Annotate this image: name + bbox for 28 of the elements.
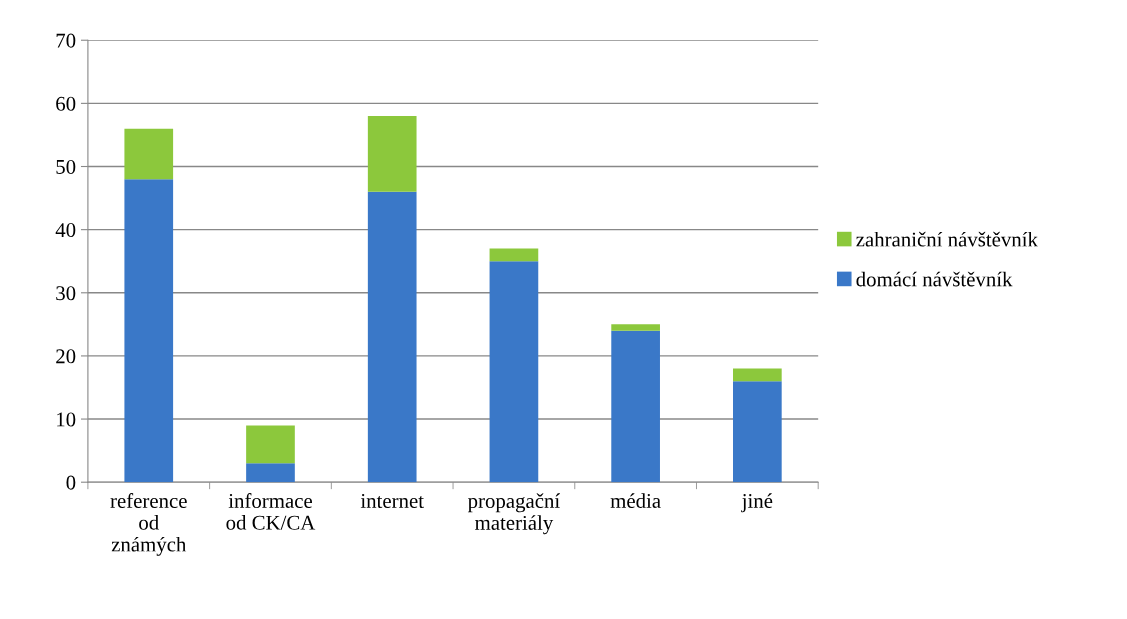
y-tick-label: 40 <box>55 223 76 238</box>
y-tick-label: 0 <box>66 475 76 490</box>
y-tick-label: 30 <box>56 286 76 301</box>
bar <box>611 330 660 483</box>
x-tick-label: internet <box>360 493 424 508</box>
y-tick-label: 10 <box>57 412 76 427</box>
x-tick-label: média <box>610 493 661 508</box>
bar <box>124 128 174 180</box>
y-tick-label: 20 <box>56 349 76 364</box>
x-tick-label: reference od známých <box>110 493 187 556</box>
x-tick-label: informace od CK/CA <box>226 493 316 530</box>
bar <box>124 179 174 483</box>
legend-label: zahraniční návštěvník <box>856 231 1038 247</box>
y-tick-label: 60 <box>56 96 76 111</box>
y-tick-label: 50 <box>56 159 76 174</box>
bar <box>733 368 782 382</box>
x-tick-label: propagační materiály <box>467 493 560 535</box>
bar <box>246 425 295 464</box>
bar <box>611 324 660 331</box>
bar <box>367 191 417 483</box>
bar <box>489 248 539 262</box>
x-tick-label: jiné <box>741 493 773 513</box>
bar <box>489 261 539 483</box>
y-tick-label: 70 <box>56 33 76 48</box>
bar <box>367 116 417 192</box>
legend-label: domácí návštěvník <box>856 271 1013 287</box>
bar <box>733 381 782 483</box>
bar <box>246 463 295 483</box>
